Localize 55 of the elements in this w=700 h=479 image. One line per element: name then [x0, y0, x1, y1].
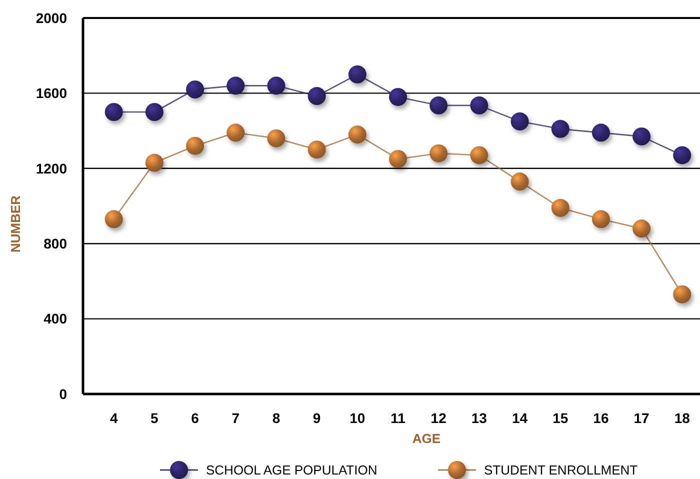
point — [551, 198, 570, 217]
point — [470, 146, 488, 164]
x-tick-label: 6 — [191, 410, 200, 426]
point — [388, 150, 407, 168]
point — [308, 140, 326, 159]
point — [592, 124, 610, 142]
point — [470, 96, 488, 114]
point — [308, 87, 326, 106]
point — [551, 120, 570, 138]
y-tick-label: 0 — [59, 386, 68, 402]
y-tick-label: 400 — [44, 310, 68, 327]
x-tick-label: 10 — [350, 410, 366, 426]
point — [673, 285, 692, 304]
point — [226, 124, 245, 142]
point — [673, 146, 692, 164]
x-tick-label: 17 — [634, 410, 650, 426]
point — [632, 220, 651, 238]
point — [430, 144, 448, 162]
x-axis-title: AGE — [412, 431, 441, 446]
x-tick-label: 5 — [150, 410, 159, 426]
point — [348, 126, 366, 144]
x-tick-label: 15 — [552, 410, 568, 426]
x-tick-label: 13 — [471, 410, 488, 426]
legend-label: STUDENT ENROLLMENT — [484, 462, 638, 478]
point — [186, 80, 204, 98]
x-tick-label: 12 — [430, 410, 447, 426]
point — [348, 65, 366, 84]
point — [430, 96, 448, 114]
y-tick-label: 1600 — [36, 85, 68, 102]
point — [186, 136, 204, 155]
point — [104, 210, 123, 228]
legend-label: SCHOOL AGE POPULATION — [206, 462, 378, 478]
point — [104, 103, 123, 121]
x-tick-label: 7 — [232, 410, 240, 426]
y-tick-label: 800 — [44, 236, 68, 252]
point — [267, 129, 286, 148]
point — [632, 127, 651, 146]
point — [145, 103, 164, 121]
point — [510, 172, 529, 191]
x-tick-label: 14 — [512, 410, 528, 426]
point — [226, 76, 245, 95]
point — [388, 88, 407, 106]
point — [145, 154, 164, 172]
point — [592, 210, 610, 228]
y-tick-label: 1200 — [36, 160, 68, 176]
x-tick-label: 11 — [390, 410, 406, 426]
point — [510, 112, 529, 130]
y-axis-title: NUMBER — [8, 194, 23, 253]
x-tick-label: 16 — [593, 410, 609, 426]
x-tick-label: 8 — [272, 410, 280, 426]
point — [267, 76, 286, 95]
x-tick-label: 4 — [110, 410, 118, 426]
x-tick-label: 18 — [674, 410, 690, 426]
x-tick-label: 9 — [312, 410, 321, 426]
y-tick-label: 2000 — [36, 10, 68, 26]
